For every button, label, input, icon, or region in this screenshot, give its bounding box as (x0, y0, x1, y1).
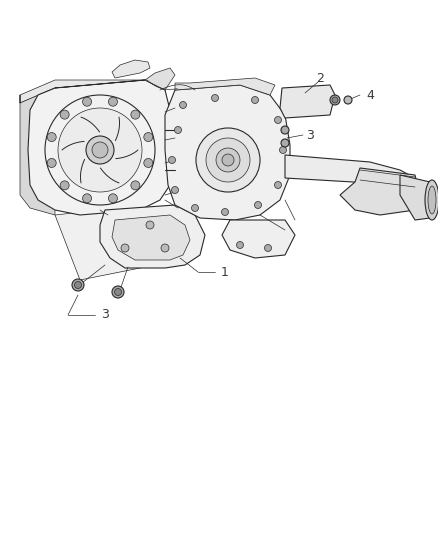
Circle shape (221, 208, 228, 215)
Circle shape (222, 154, 233, 166)
Text: 3: 3 (305, 128, 313, 141)
Polygon shape (112, 60, 150, 78)
Polygon shape (165, 85, 290, 220)
Circle shape (60, 110, 69, 119)
Text: 3: 3 (101, 309, 109, 321)
Circle shape (161, 244, 169, 252)
Circle shape (112, 286, 124, 298)
Circle shape (114, 288, 121, 295)
Circle shape (195, 128, 259, 192)
Polygon shape (55, 68, 175, 90)
Polygon shape (339, 168, 419, 215)
Circle shape (86, 136, 114, 164)
Circle shape (236, 241, 243, 248)
Text: 2: 2 (315, 71, 323, 85)
Circle shape (179, 101, 186, 109)
Polygon shape (279, 85, 334, 118)
Circle shape (274, 117, 281, 124)
Circle shape (215, 148, 240, 172)
Circle shape (108, 194, 117, 203)
Circle shape (254, 201, 261, 208)
Polygon shape (28, 80, 172, 215)
Circle shape (343, 96, 351, 104)
Circle shape (82, 97, 92, 106)
Circle shape (144, 158, 152, 167)
Circle shape (92, 142, 108, 158)
Polygon shape (20, 88, 55, 215)
Polygon shape (55, 210, 155, 280)
Circle shape (274, 182, 281, 189)
Circle shape (131, 110, 140, 119)
Circle shape (168, 157, 175, 164)
Circle shape (211, 94, 218, 101)
Ellipse shape (427, 186, 435, 214)
Ellipse shape (424, 180, 438, 220)
Text: 1: 1 (221, 265, 228, 279)
Circle shape (191, 205, 198, 212)
Polygon shape (175, 78, 274, 95)
Circle shape (329, 95, 339, 105)
Circle shape (205, 138, 249, 182)
Circle shape (121, 244, 129, 252)
Circle shape (171, 187, 178, 193)
Circle shape (280, 126, 288, 134)
Circle shape (108, 97, 117, 106)
Polygon shape (112, 215, 190, 260)
Text: 4: 4 (365, 88, 373, 101)
Circle shape (251, 96, 258, 103)
Circle shape (331, 97, 337, 103)
Circle shape (58, 108, 141, 192)
Circle shape (47, 133, 56, 142)
Polygon shape (20, 80, 165, 103)
Circle shape (74, 281, 81, 288)
Circle shape (279, 147, 286, 154)
Circle shape (144, 133, 152, 142)
Circle shape (60, 181, 69, 190)
Circle shape (174, 126, 181, 133)
Circle shape (131, 181, 140, 190)
Circle shape (280, 139, 288, 147)
Polygon shape (222, 220, 294, 258)
Circle shape (264, 245, 271, 252)
Polygon shape (399, 175, 434, 220)
Polygon shape (100, 205, 205, 268)
Circle shape (47, 158, 56, 167)
Circle shape (72, 279, 84, 291)
Circle shape (146, 221, 154, 229)
Circle shape (82, 194, 92, 203)
Polygon shape (284, 155, 414, 198)
